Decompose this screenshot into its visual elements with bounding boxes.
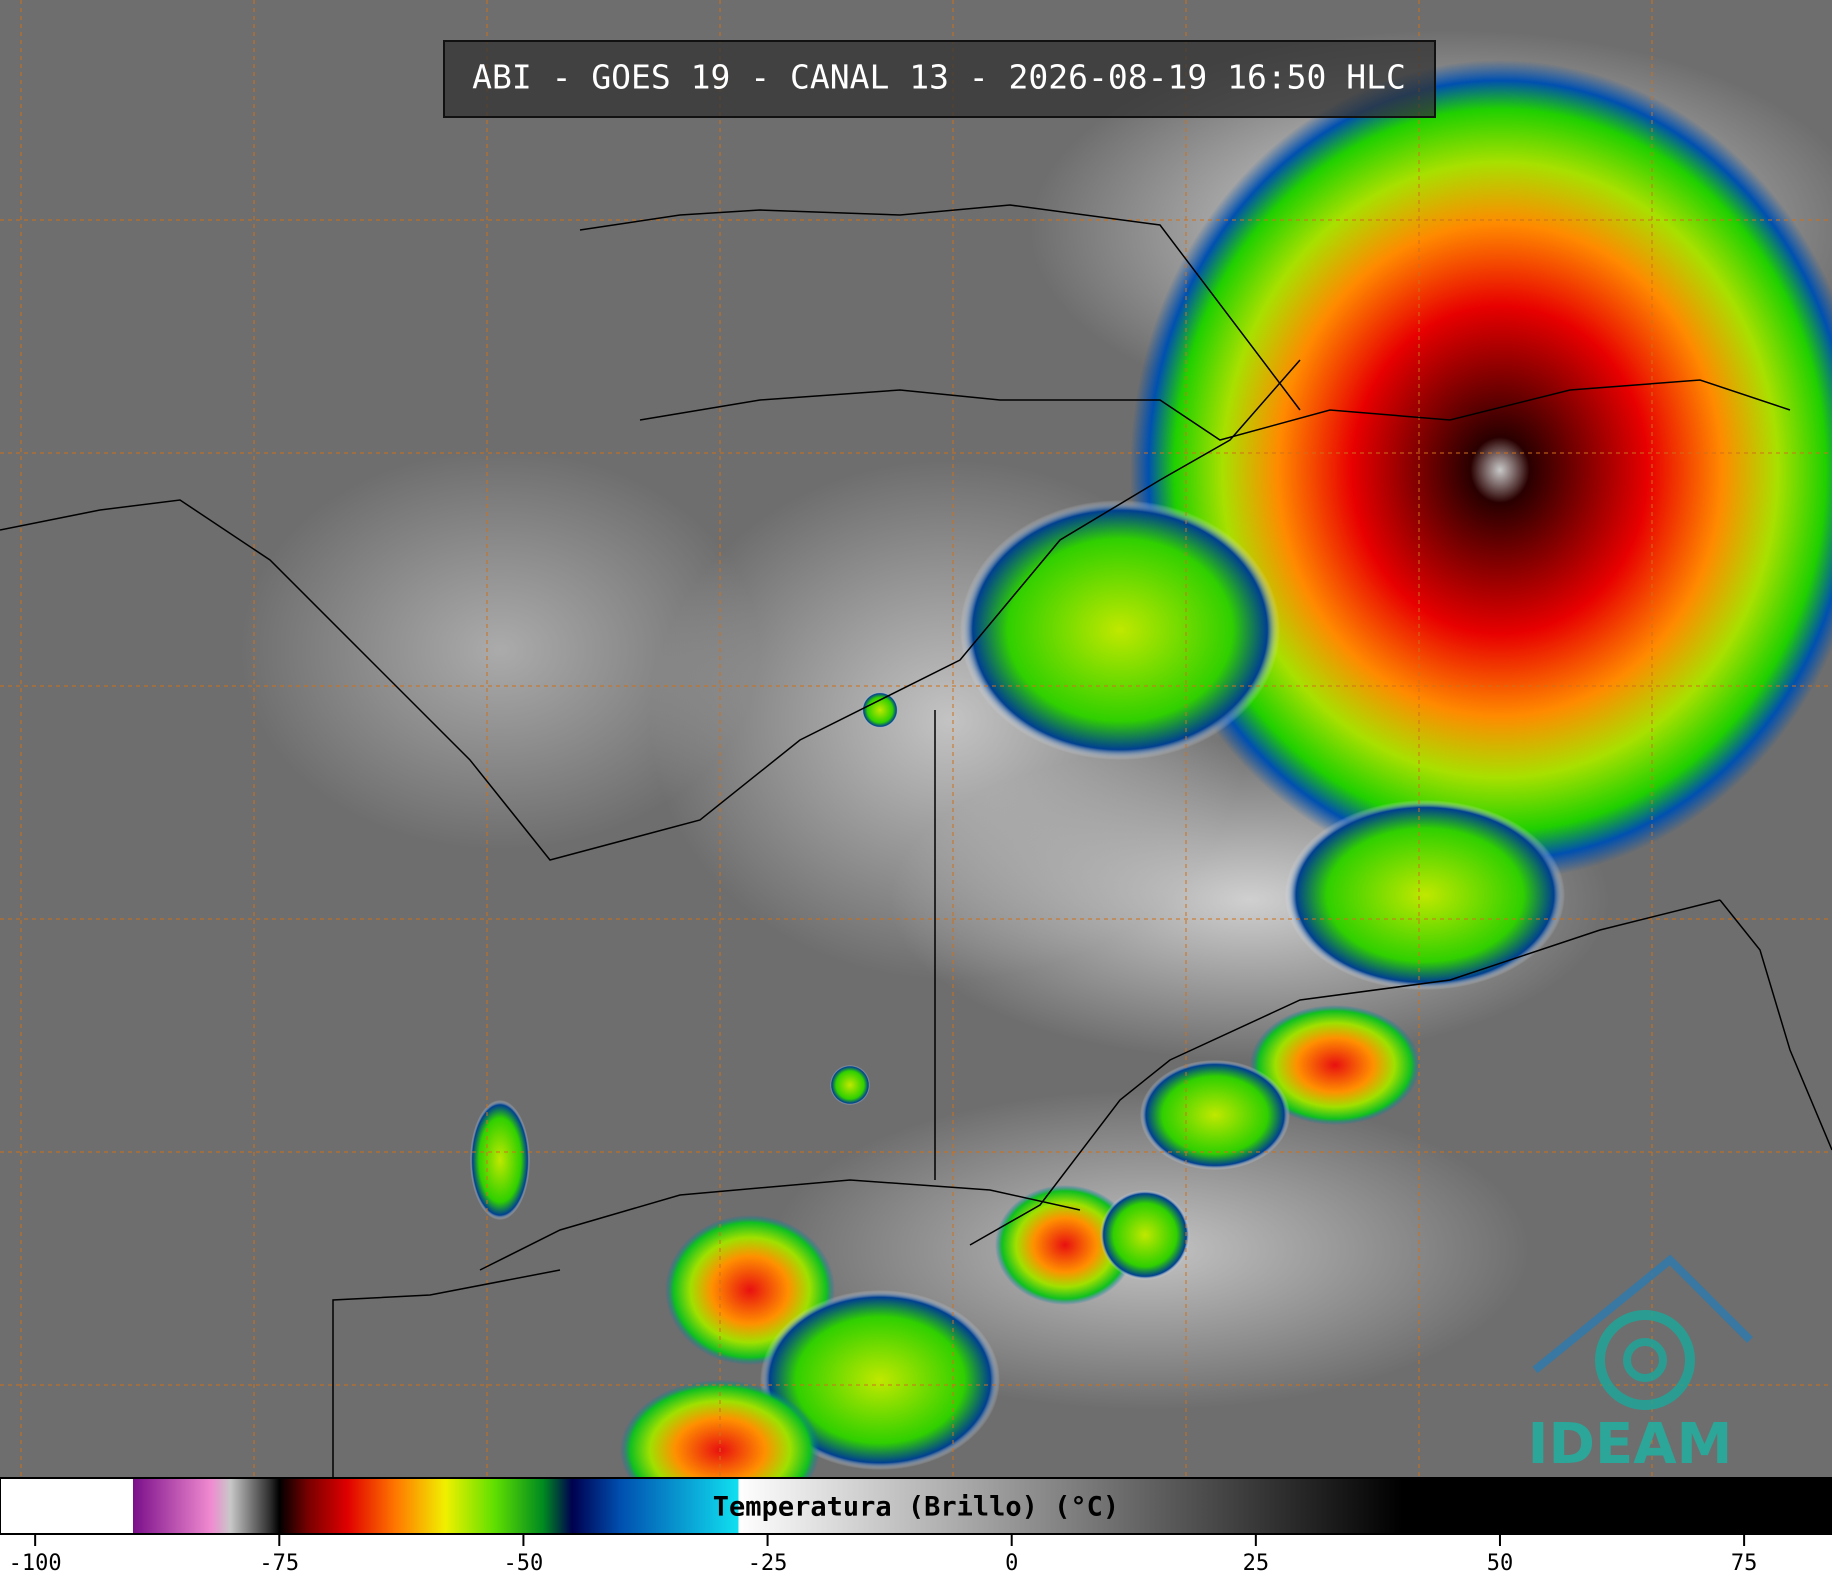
- title: ABI - GOES 19 - CANAL 13 - 2026-08-19 16…: [472, 58, 1406, 97]
- borders: [0, 204, 1832, 1478]
- colorbar-ticks: -100 -75 -50 -25 0 25 50 75: [9, 1534, 1758, 1576]
- tick-label: 50: [1487, 1551, 1514, 1576]
- tick-label: 25: [1243, 1551, 1270, 1576]
- tick-label: -100: [9, 1551, 62, 1576]
- logo: IDEAM: [1528, 1254, 1753, 1477]
- tick-label: -75: [259, 1551, 299, 1576]
- tick-label: -25: [748, 1551, 788, 1576]
- graticule: [0, 0, 1832, 1478]
- title-box: [443, 40, 1436, 118]
- colorbar: [0, 1477, 1832, 1535]
- logo-text: IDEAM: [1528, 1412, 1733, 1477]
- tick-label: 75: [1731, 1551, 1758, 1576]
- colorbar-label: Temperatura (Brillo) (°C): [713, 1492, 1119, 1523]
- tick-label: -50: [504, 1551, 544, 1576]
- tick-label: 0: [1005, 1551, 1018, 1576]
